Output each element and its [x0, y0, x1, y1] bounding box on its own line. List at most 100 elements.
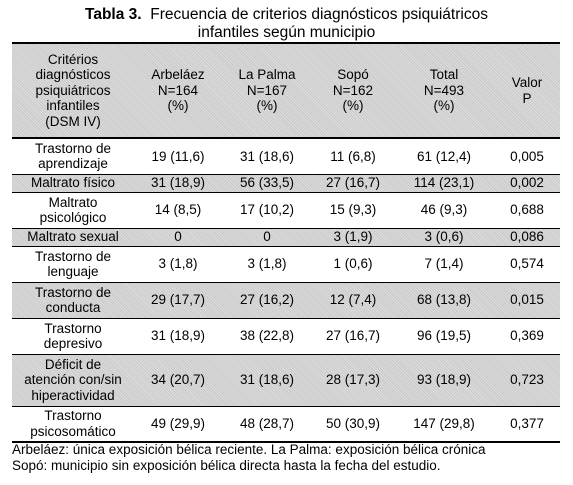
cell-criterio: Déficit de atención con/sin hiperactividad: [12, 354, 134, 406]
cell-arbelaez: 29 (17,7): [150, 292, 206, 308]
criterio-line: Trastorno de: [34, 284, 112, 300]
header-line: (DSM IV): [45, 113, 101, 129]
cell-total: 93 (18,9): [416, 372, 472, 388]
cell-criterio: Maltrato físico: [12, 174, 134, 192]
cell-sopo: 27 (16,7): [325, 328, 381, 344]
cell-arbelaez: 19 (11,6): [151, 148, 205, 164]
cell-arbelaez: 0: [174, 229, 182, 245]
cell-lapalma: 27 (16,2): [239, 292, 295, 308]
header-line: (%): [167, 98, 189, 114]
header-arbelaez: Arbeláez N=164 (%): [134, 43, 222, 138]
cell-arbelaez: 49 (29,9): [150, 416, 206, 431]
cell-valor-p: 0,086: [510, 229, 544, 245]
footnote-line-1: Arbeláez: única exposición bélica recien…: [12, 442, 486, 457]
header-line: diagnósticos: [35, 67, 111, 83]
data-table: Critérios diagnósticos psiquiátricos infant…: [12, 42, 560, 443]
cell-total: 3 (0,6): [424, 229, 464, 245]
criterio-line: atención con/sin: [24, 372, 122, 388]
cell-lapalma: 56 (33,5): [239, 175, 295, 191]
cell-criterio: Maltrato sexual: [12, 228, 134, 246]
cell-sopo: 11 (6,8): [330, 148, 376, 164]
header-line: Critérios: [47, 51, 99, 67]
criterio-line: lenguaje: [47, 264, 99, 279]
table-row: Maltrato psicológico 14 (8,5) 17 (10,2) 15 (…: [12, 192, 560, 228]
criterio-line: Trastorno de: [34, 248, 112, 264]
table-row: Maltrato físico 31 (18,9) 56 (33,5) 27 (16,…: [12, 174, 560, 192]
cell-criterio: Trastorno de lenguaje: [12, 246, 134, 282]
table-title: Tabla 3. Frecuencia de criterios diagnós…: [0, 6, 573, 42]
cell-sopo: 28 (17,3): [325, 372, 381, 388]
cell-arbelaez: 31 (18,9): [150, 175, 206, 191]
cell-valor-p: 0,574: [510, 256, 544, 272]
header-line: P: [522, 90, 532, 106]
title-line-2: infantiles según municipio: [197, 24, 376, 41]
header-row: Critérios diagnósticos psiquiátricos infant…: [12, 43, 560, 138]
header-line: La Palma: [238, 67, 296, 83]
table-row: Trastorno depresivo 31 (18,9) 38 (22,8) 27 (…: [12, 318, 560, 354]
cell-sopo: 15 (9,3): [329, 202, 377, 218]
header-total: Total N=493 (%): [394, 43, 494, 138]
cell-criterio: Trastorno depresivo: [12, 318, 134, 354]
cell-lapalma: 38 (22,8): [239, 328, 295, 344]
cell-criterio: Trastorno de aprendizaje: [12, 138, 134, 174]
header-line: (%): [433, 98, 455, 114]
criterio-line: Trastorno de: [34, 140, 112, 156]
header-criterios: Critérios diagnósticos psiquiátricos infant…: [12, 43, 134, 138]
cell-lapalma: 17 (10,2): [239, 202, 295, 218]
table-row: Déficit de atención con/sin hiperactividad…: [12, 354, 560, 406]
cell-arbelaez: 14 (8,5): [154, 202, 202, 218]
cell-total: 96 (19,5): [416, 328, 472, 344]
cell-sopo: 27 (16,7): [325, 175, 381, 191]
criterio-line: psicológico: [39, 210, 107, 225]
cell-lapalma: 31 (18,6): [239, 372, 295, 388]
header-line: psiquiátricos: [35, 82, 111, 98]
cell-criterio: Trastorno de conducta: [12, 282, 134, 318]
table-row: Trastorno psicosomático 49 (29,9) 48 (28,7)…: [12, 406, 560, 442]
cell-arbelaez: 31 (18,9): [150, 328, 206, 344]
header-line: N=493: [423, 82, 465, 98]
cell-valor-p: 0,723: [510, 372, 544, 388]
footnote-line-2: Sopó: municipio sin exposición bélica di…: [12, 458, 441, 473]
cell-valor-p: 0,377: [510, 416, 544, 431]
header-line: Valor: [511, 75, 543, 90]
criterio-line: depresivo: [43, 336, 103, 351]
table-body: Critérios diagnósticos psiquiátricos infant…: [12, 43, 560, 442]
header-line: Sopó: [337, 67, 369, 83]
header-line: N=164: [157, 82, 199, 98]
cell-sopo: 12 (7,4): [329, 292, 377, 308]
cell-valor-p: 0,015: [510, 292, 544, 308]
cell-sopo: 1 (0,6): [333, 256, 373, 272]
cell-total: 68 (13,8): [416, 292, 472, 308]
cell-lapalma: 48 (28,7): [239, 416, 295, 431]
cell-total: 61 (12,4): [416, 148, 472, 164]
title-text: Frecuencia de criterios diagnósticos psi…: [150, 6, 488, 23]
cell-total: 7 (1,4): [424, 256, 464, 272]
header-sopo: Sopó N=162 (%): [312, 43, 394, 138]
criterio-line: hiperactividad: [31, 387, 115, 403]
table-row: Maltrato sexual 0 0 3 (1,9) 3 (0,6) 0,086: [12, 228, 560, 246]
cell-total: 46 (9,3): [420, 202, 468, 218]
header-line: N=162: [332, 82, 374, 98]
header-line: (%): [342, 98, 364, 114]
cell-valor-p: 0,005: [510, 148, 544, 164]
cell-lapalma: 3 (1,8): [247, 256, 287, 272]
header-line: N=167: [246, 82, 288, 98]
criterio-line: Maltrato físico: [30, 175, 116, 191]
title-line-1: Tabla 3. Frecuencia de criterios diagnós…: [0, 6, 573, 24]
header-line: infantiles: [46, 98, 100, 114]
criterio-line: conducta: [45, 300, 101, 315]
cell-total: 114 (23,1): [413, 175, 475, 191]
table-row: Trastorno de lenguaje 3 (1,8) 3 (1,8) 1 (0,6…: [12, 246, 560, 282]
header-line: Arbeláez: [151, 67, 205, 83]
table-row: Trastorno de aprendizaje 19 (11,6) 31 (18,6…: [12, 138, 560, 174]
criterio-line: Trastorno: [44, 408, 102, 424]
header-lapalma: La Palma N=167 (%): [222, 43, 312, 138]
table-footnote: Arbeláez: única exposición bélica recien…: [12, 442, 572, 474]
cell-lapalma: 31 (18,6): [239, 148, 295, 164]
cell-lapalma: 0: [263, 229, 271, 245]
criterio-line: psicosomático: [30, 423, 116, 439]
cell-sopo: 3 (1,9): [333, 229, 373, 245]
header-valor-p: Valor P: [494, 43, 560, 138]
cell-criterio: Maltrato psicológico: [12, 192, 134, 228]
